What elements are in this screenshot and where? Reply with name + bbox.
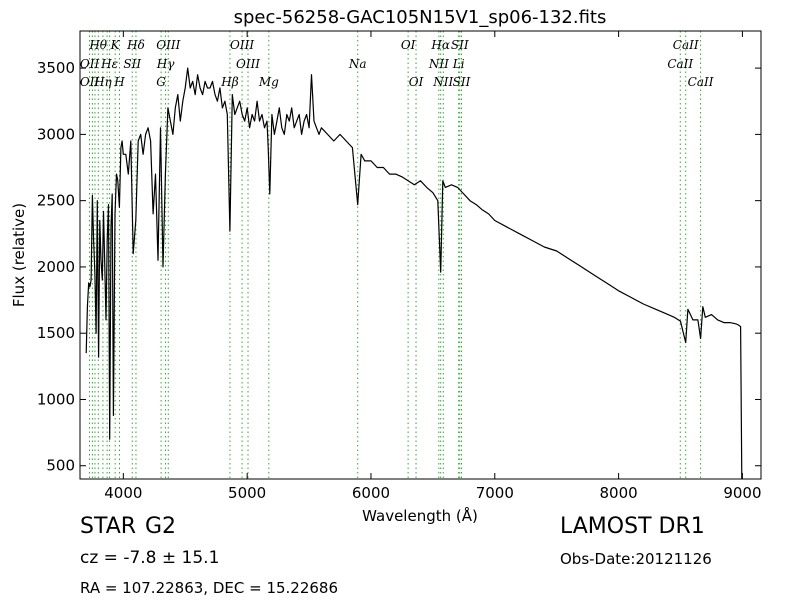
chart-title: spec-56258-GAC105N15V1_sp06-132.fits: [234, 7, 607, 28]
spectrum-series-line: [85, 67, 743, 480]
line-label: OIII: [230, 38, 254, 52]
survey-name: LAMOST DR1: [560, 514, 705, 539]
object-class: STAR: [80, 514, 137, 539]
x-tick-label: 4000: [104, 484, 142, 502]
line-label: Na: [348, 57, 367, 71]
y-tick-label: 2500: [37, 192, 75, 210]
y-axis-label: Flux (relative): [10, 203, 28, 307]
coordinates-readout: RA = 107.22863, DEC = 15.22686: [80, 579, 339, 597]
line-label: SII: [451, 38, 469, 52]
x-tick-label: 5000: [228, 484, 266, 502]
line-label: OIII: [156, 38, 180, 52]
line-label: SII: [453, 75, 471, 89]
line-label: Mg: [258, 75, 279, 89]
line-label: Hβ: [220, 75, 238, 89]
x-tick-label: 8000: [600, 484, 638, 502]
x-tick-label: 9000: [723, 484, 761, 502]
line-label: Hα: [430, 38, 450, 52]
line-label: SII: [123, 57, 141, 71]
plot-frame: [79, 30, 762, 480]
line-label: H: [113, 75, 125, 89]
line-label: CaII: [688, 75, 714, 89]
object-subclass: G2: [145, 514, 177, 539]
line-label: Hη: [93, 75, 112, 89]
axis-ticks: 4000 5000 6000 7000 8000 9000 500 1000 1500 2000 2…: [37, 31, 762, 502]
y-tick-label: 1500: [37, 324, 75, 342]
line-label: Hγ: [156, 57, 175, 71]
line-label: OI: [401, 38, 416, 52]
y-tick-label: 3000: [37, 125, 75, 143]
line-label: Hε: [100, 57, 118, 71]
line-label: Li: [452, 57, 465, 71]
line-label: NII: [432, 75, 453, 89]
emission-line-markers: [89, 31, 702, 479]
line-label: OIII: [236, 57, 260, 71]
y-tick-label: 3500: [37, 59, 75, 77]
y-tick-label: 500: [46, 457, 75, 475]
line-label: NII: [428, 57, 449, 71]
x-tick-label: 7000: [476, 484, 514, 502]
line-label: Hθ: [88, 38, 107, 52]
observation-date: Obs-Date:20121126: [560, 550, 712, 568]
y-tick-label: 1000: [37, 390, 75, 408]
line-label: K: [110, 38, 121, 52]
y-tick-label: 2000: [37, 258, 75, 276]
line-label: OI: [409, 75, 424, 89]
line-label: CaII: [673, 38, 699, 52]
line-label: OII: [80, 75, 100, 89]
line-label: G: [156, 75, 166, 89]
line-label: OII: [80, 57, 100, 71]
redshift-readout: cz = -7.8 ± 15.1: [80, 548, 220, 568]
line-label: Hδ: [126, 38, 145, 52]
line-label: CaII: [667, 57, 693, 71]
x-axis-label: Wavelength (Å): [362, 506, 478, 525]
x-tick-label: 6000: [352, 484, 390, 502]
